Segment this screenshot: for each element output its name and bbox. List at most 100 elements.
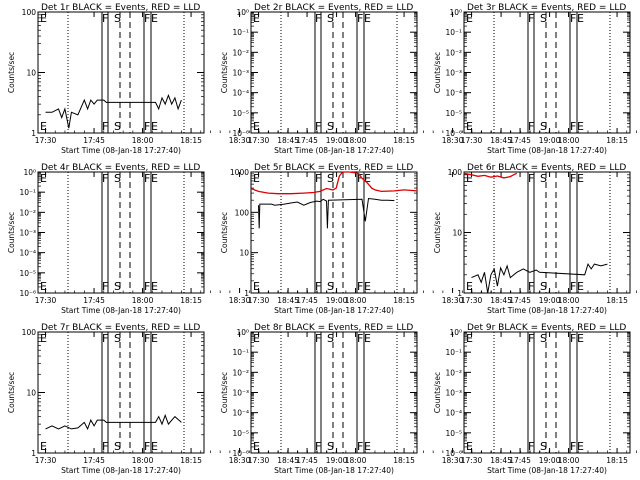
chart-title: Det 2r BLACK = Events, RED = LLD <box>254 3 413 13</box>
y-tick-label: 10⁻⁵ <box>232 429 249 438</box>
x-axis-title: Start Time (08-Jan-18 17:27:40) <box>274 466 394 475</box>
chart-panel-3: Det 3r BLACK = Events, RED = LLD 10⁻⁶ 10⁻⁵… <box>433 3 637 155</box>
marker-label-f: F <box>315 332 321 345</box>
x-tick-label: 18:00 <box>558 136 580 145</box>
y-tick-label: 10⁻⁶ <box>445 129 462 138</box>
marker-label-f: F <box>315 120 321 133</box>
marker-label-f: F <box>144 12 150 25</box>
plot-frame <box>463 171 631 294</box>
chart-panel-7: Det 7r BLACK = Events, RED = LLD 1 10 100 Co… <box>7 323 348 475</box>
marker-label-e: E <box>151 12 158 25</box>
marker-label-e: E <box>151 172 158 185</box>
y-tick-label: 10⁻⁶ <box>232 449 249 458</box>
marker-label-f: F <box>102 172 108 185</box>
chart-panel-1: Det 1r BLACK = Events, RED = LLD 1 10 100 Co… <box>7 3 348 155</box>
y-tick-label: 10⁰ <box>449 8 462 17</box>
x-tick-label: 18:45 <box>490 296 512 305</box>
x-axis-title: Start Time (08-Jan-18 17:27:40) <box>274 306 394 315</box>
marker-label-e: E <box>466 332 473 345</box>
x-tick-label: 18:00 <box>132 456 154 465</box>
marker-label-f: F <box>102 120 108 133</box>
x-tick-label: 18:00 <box>558 296 580 305</box>
marker-label-e: E <box>577 12 584 25</box>
marker-label-e: E <box>253 332 260 345</box>
y-tick-label: 10⁻⁴ <box>232 409 249 418</box>
marker-label-f: F <box>315 440 321 453</box>
y-tick-label: 10 <box>239 249 249 258</box>
marker-label-s: S <box>540 12 547 25</box>
x-tick-label: 18:00 <box>132 136 154 145</box>
x-tick-label: 18:00 <box>345 136 367 145</box>
x-tick-label: 17:30 <box>248 296 270 305</box>
x-tick-label: 18:45 <box>490 136 512 145</box>
y-axis-title: Counts/sec <box>7 52 16 93</box>
marker-label-e: E <box>253 120 260 133</box>
x-tick-label: 18:30 <box>229 136 251 145</box>
marker-label-e: E <box>253 280 260 293</box>
events-series-line <box>471 262 608 294</box>
y-tick-label: 10⁻¹ <box>232 28 249 37</box>
x-tick-label: 18:15 <box>606 456 628 465</box>
y-tick-label: 10⁻² <box>19 208 36 217</box>
x-tick-label: 17:30 <box>35 136 57 145</box>
events-series-line <box>45 413 182 431</box>
marker-label-f: F <box>144 440 150 453</box>
marker-label-f: F <box>357 332 363 345</box>
x-tick-label: 18:30 <box>229 296 251 305</box>
marker-label-f: F <box>528 120 534 133</box>
x-tick-label: 19:00 <box>326 296 348 305</box>
x-axis-title: Start Time (08-Jan-18 17:27:40) <box>61 306 181 315</box>
chart-panel-4: Det 4r BLACK = Events, RED = LLD 10⁻⁶ 10⁻⁵… <box>7 163 348 315</box>
marker-label-e: E <box>577 172 584 185</box>
marker-label-f: F <box>570 172 576 185</box>
marker-label-f: F <box>315 172 321 185</box>
y-tick-label: 10⁻² <box>445 368 462 377</box>
x-tick-label: 17:30 <box>461 136 483 145</box>
y-tick-label: 100 <box>448 168 463 177</box>
x-tick-label: 18:15 <box>393 456 415 465</box>
x-tick-label: 17:30 <box>35 296 57 305</box>
marker-label-e: E <box>577 332 584 345</box>
marker-label-s: S <box>327 172 334 185</box>
y-tick-label: 10 <box>26 69 36 78</box>
marker-label-e: E <box>253 12 260 25</box>
chart-title: Det 5r BLACK = Events, RED = LLD <box>254 163 413 173</box>
y-tick-label: 10⁰ <box>236 328 249 337</box>
marker-label-s: S <box>540 440 547 453</box>
x-tick-label: 18:30 <box>442 456 464 465</box>
lld-series-line <box>250 171 418 195</box>
marker-label-e: E <box>151 440 158 453</box>
y-tick-label: 1000 <box>230 168 249 177</box>
marker-label-s: S <box>540 280 547 293</box>
y-tick-label: 10 <box>452 229 462 238</box>
y-tick-label: 10⁻³ <box>445 69 462 78</box>
events-series-line <box>45 93 182 129</box>
plot-frame <box>463 331 631 454</box>
x-tick-label: 17:30 <box>35 456 57 465</box>
y-tick-label: 1 <box>31 129 36 138</box>
x-tick-label: 18:45 <box>490 456 512 465</box>
y-axis-title: Counts/sec <box>220 52 229 93</box>
y-tick-label: 10⁻¹ <box>232 348 249 357</box>
marker-label-e: E <box>364 12 371 25</box>
marker-label-f: F <box>528 332 534 345</box>
x-tick-label: 18:00 <box>132 296 154 305</box>
marker-label-f: F <box>570 332 576 345</box>
chart-panel-2: Det 2r BLACK = Events, RED = LLD 10⁻⁶ 10⁻⁵… <box>220 3 561 155</box>
x-tick-label: 17:30 <box>248 136 270 145</box>
x-tick-label: 17:45 <box>509 296 531 305</box>
marker-label-e: E <box>151 332 158 345</box>
y-tick-label: 10 <box>26 389 36 398</box>
x-tick-label: 18:15 <box>180 296 202 305</box>
chart-title: Det 4r BLACK = Events, RED = LLD <box>41 163 200 173</box>
marker-label-s: S <box>540 172 547 185</box>
y-tick-label: 10⁰ <box>236 8 249 17</box>
x-axis-title: Start Time (08-Jan-18 17:27:40) <box>487 466 607 475</box>
marker-label-f: F <box>102 332 108 345</box>
y-tick-label: 10⁻² <box>232 48 249 57</box>
chart-panel-9: Det 9r BLACK = Events, RED = LLD 10⁻⁶ 10⁻⁵… <box>433 323 637 475</box>
marker-label-e: E <box>466 12 473 25</box>
x-tick-label: 17:45 <box>83 296 105 305</box>
x-tick-label: 19:00 <box>539 136 561 145</box>
